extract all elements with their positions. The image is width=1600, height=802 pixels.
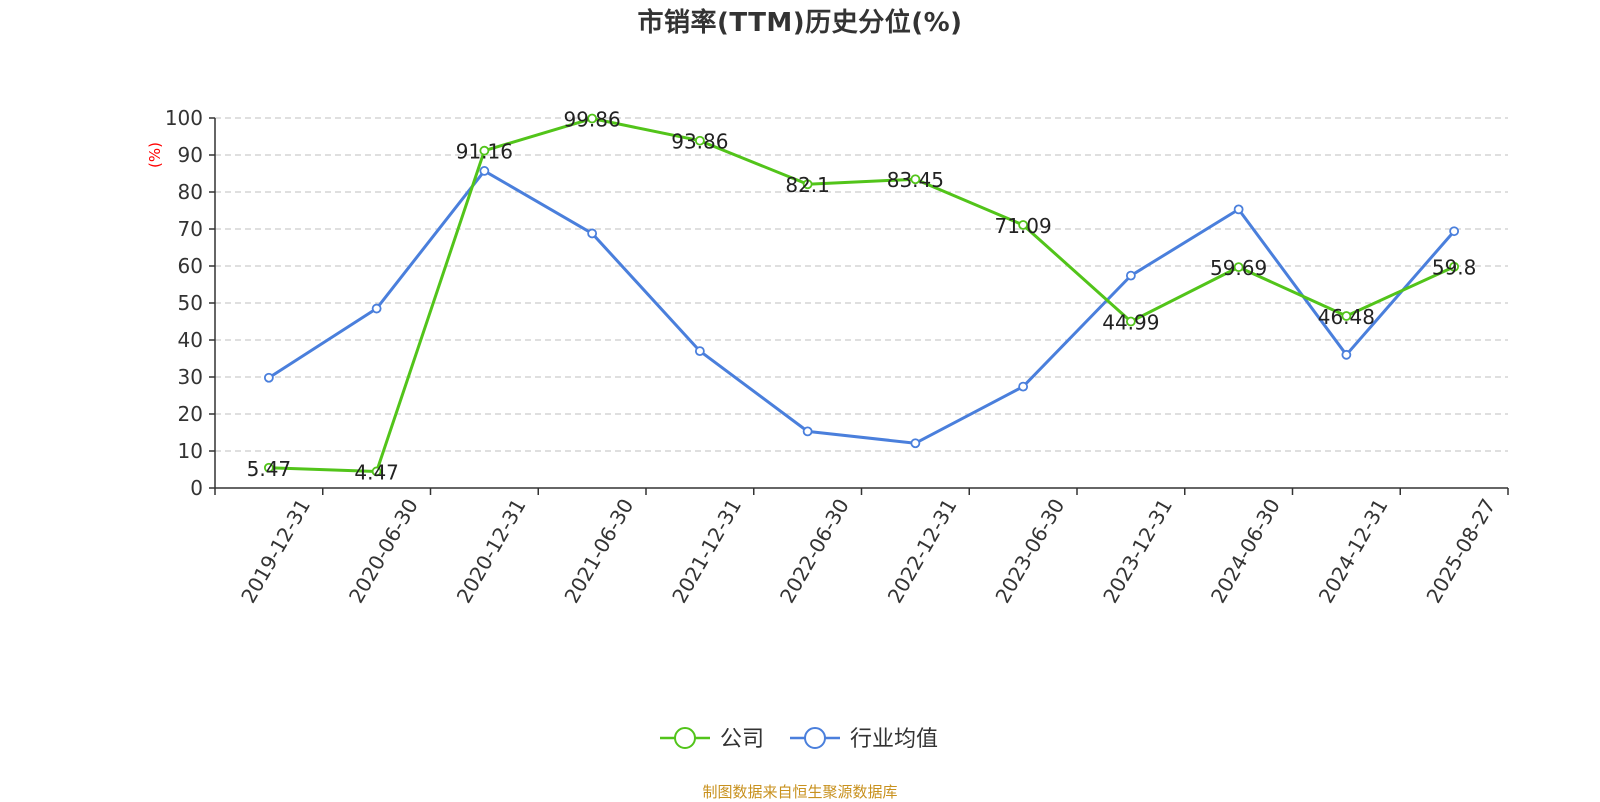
data-label: 83.45 xyxy=(887,168,944,192)
data-label: 44.99 xyxy=(1102,311,1159,335)
data-label: 59.69 xyxy=(1210,256,1267,280)
x-tick-label: 2019-12-31 xyxy=(236,495,315,608)
data-label: 71.09 xyxy=(994,214,1051,238)
tick-labels: 0 10 20 30 40 50 60 70 80 90 100 2019-12-31 2020-06-… xyxy=(165,106,1501,607)
source-note: 制图数据来自恒生聚源数据库 xyxy=(702,783,898,801)
series-lines xyxy=(268,117,1456,473)
data-point xyxy=(1125,270,1136,281)
data-point xyxy=(263,372,274,383)
data-labels: 5.47 4.47 91.16 99.86 93.86 82.1 83.45 71.09 44.… xyxy=(247,108,1477,485)
y-tick-label: 40 xyxy=(178,328,203,352)
x-tick-label: 2020-06-30 xyxy=(344,495,423,608)
y-tick-label: 60 xyxy=(178,254,203,278)
data-point xyxy=(1018,220,1029,230)
y-tick-label: 20 xyxy=(178,402,203,426)
data-point xyxy=(802,179,813,190)
data-label: 99.86 xyxy=(563,108,620,132)
data-label: 4.47 xyxy=(354,460,399,484)
x-tick-label: 2020-12-31 xyxy=(452,495,531,608)
y-tick-label: 70 xyxy=(178,217,203,241)
y-tick-label: 10 xyxy=(178,439,203,463)
y-tick-label: 30 xyxy=(178,365,203,389)
data-label: 5.47 xyxy=(247,457,292,481)
x-tick-label: 2023-12-31 xyxy=(1098,495,1177,608)
data-point xyxy=(1341,349,1352,360)
data-point xyxy=(1233,262,1244,273)
data-point xyxy=(479,145,490,156)
y-tick-label: 80 xyxy=(178,180,203,204)
x-tick-label: 2021-12-31 xyxy=(667,495,746,608)
data-point xyxy=(479,166,490,176)
x-tick-label: 2022-12-31 xyxy=(883,495,962,608)
data-point xyxy=(587,228,598,239)
legend-label: 公司 xyxy=(720,727,764,752)
legend-label: 行业均值 xyxy=(850,727,938,752)
data-point xyxy=(802,426,813,437)
data-point xyxy=(910,174,921,185)
data-point xyxy=(694,135,705,146)
series-line-0 xyxy=(268,117,1455,473)
data-point xyxy=(1018,381,1029,392)
data-point xyxy=(371,466,382,477)
series-points xyxy=(263,113,1460,477)
data-point xyxy=(910,438,921,449)
data-point xyxy=(1125,316,1136,327)
data-label: 46.48 xyxy=(1318,305,1375,329)
y-axis-label: (%) xyxy=(146,142,164,168)
data-point xyxy=(1341,311,1352,321)
axes xyxy=(209,117,1509,495)
y-tick-label: 50 xyxy=(178,291,203,315)
grid-lines xyxy=(215,117,1508,452)
data-point xyxy=(371,303,382,314)
x-tick-label: 2021-06-30 xyxy=(559,495,638,608)
data-point xyxy=(694,346,705,357)
legend-marker-icon xyxy=(804,727,826,749)
y-tick-label: 100 xyxy=(165,106,203,130)
data-point xyxy=(1449,226,1460,237)
y-tick-label: 90 xyxy=(178,143,203,167)
x-tick-label: 2023-06-30 xyxy=(990,495,1069,608)
series-line-1 xyxy=(268,169,1456,445)
data-label: 59.8 xyxy=(1432,256,1477,280)
data-label: 82.1 xyxy=(785,173,830,197)
x-tick-label: 2025-08-27 xyxy=(1421,495,1500,608)
data-point xyxy=(1233,204,1244,215)
y-tick-label: 0 xyxy=(190,476,203,500)
data-point xyxy=(263,462,274,473)
legend-marker-icon xyxy=(674,727,696,749)
data-point xyxy=(1449,261,1460,272)
data-label: 91.16 xyxy=(456,140,513,164)
x-tick-label: 2024-06-30 xyxy=(1206,495,1285,608)
legend: 公司 行业均值 xyxy=(660,727,938,752)
data-point xyxy=(587,113,598,124)
chart-title: 市销率(TTM)历史分位(%) xyxy=(637,8,963,38)
x-tick-label: 2024-12-31 xyxy=(1314,495,1393,608)
x-tick-label: 2022-06-30 xyxy=(775,495,854,608)
data-label: 93.86 xyxy=(671,130,728,154)
